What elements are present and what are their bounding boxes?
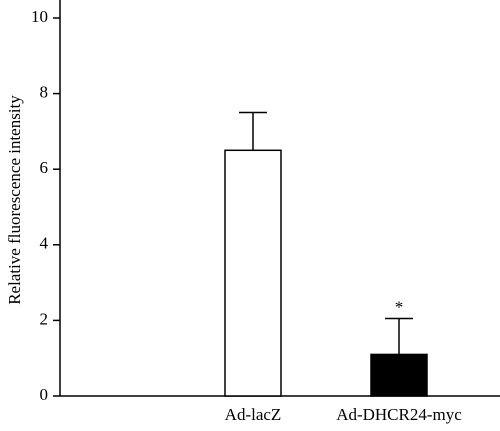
- y-tick-label: 6: [40, 158, 49, 177]
- x-tick-label: Ad-DHCR24-myc: [336, 405, 462, 424]
- y-tick-label: 2: [40, 309, 49, 328]
- x-tick-label: Ad-lacZ: [225, 405, 282, 424]
- bar: [224, 149, 282, 397]
- annotation: *: [395, 297, 404, 316]
- y-tick-label: 0: [40, 385, 49, 404]
- y-axis-label: Relative fluorescence intensity: [5, 95, 24, 305]
- y-tick-label: 4: [40, 234, 49, 253]
- bar: [370, 353, 428, 397]
- y-tick-label: 8: [40, 83, 49, 102]
- y-tick-label: 10: [31, 7, 48, 26]
